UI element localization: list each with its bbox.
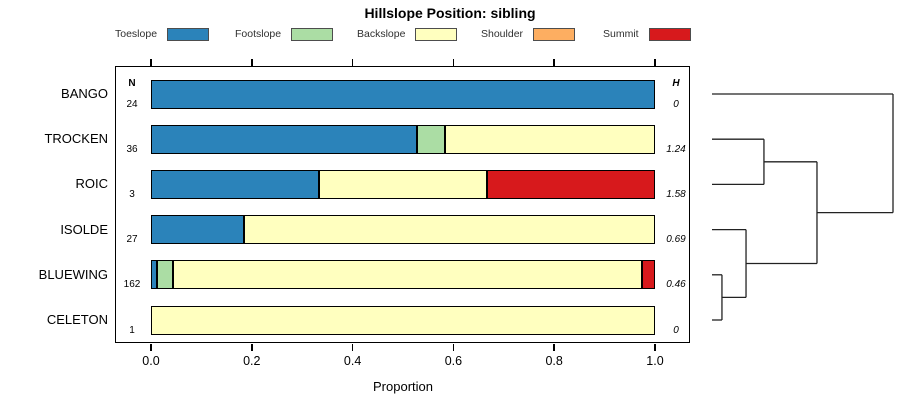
legend-swatch-toeslope-icon	[167, 27, 210, 41]
axis-tick-top	[654, 59, 656, 66]
axis-tick-label: 0.0	[142, 354, 160, 368]
h-value: 0	[673, 324, 679, 336]
h-value: 1.58	[666, 188, 686, 200]
legend-swatch-backslope-icon	[415, 27, 458, 41]
h-value: 0	[673, 98, 679, 110]
bar-segment-backslope	[244, 215, 655, 245]
x-axis-title: Proportion	[373, 379, 433, 394]
bar-segment-toeslope	[151, 124, 417, 154]
bar-segment-backslope	[151, 305, 655, 335]
axis-tick-label: 1.0	[646, 354, 664, 368]
bar	[151, 124, 655, 154]
legend-label: Footslope	[235, 28, 282, 40]
n-value: 24	[126, 98, 138, 110]
row-label: ROIC	[75, 176, 109, 192]
axis-tick-top	[251, 59, 253, 66]
legend-label: Toeslope	[115, 28, 158, 40]
h-value: 0.46	[666, 279, 686, 291]
axis-tick-top	[351, 59, 354, 66]
bar-segment-summit	[486, 169, 655, 199]
axis-tick-bottom	[452, 344, 455, 351]
row-label: CELETON	[46, 312, 108, 327]
legend-item: Shoulder	[481, 25, 576, 43]
bar-segment-toeslope	[151, 169, 319, 199]
h-value: 0.69	[666, 234, 686, 246]
bar-segment-footslope	[416, 124, 446, 154]
axis-tick-top	[150, 59, 152, 66]
bar	[151, 260, 655, 290]
legend-label: Backslope	[357, 28, 406, 40]
h-column-header: H	[672, 78, 680, 89]
plot-area	[115, 66, 690, 343]
axis-tick-label: 0.4	[343, 354, 362, 368]
n-value: 3	[129, 188, 135, 200]
legend-label: Shoulder	[481, 28, 524, 40]
legend-item: Backslope	[357, 25, 458, 43]
axis-tick-bottom	[654, 344, 656, 351]
row-label: BANGO	[61, 86, 108, 101]
axis-tick-label: 0.8	[545, 354, 563, 368]
axis-tick-bottom	[553, 344, 555, 351]
axis-tick-label: 0.6	[444, 354, 463, 368]
row-label: ISOLDE	[60, 221, 108, 237]
bar	[151, 79, 655, 109]
n-value: 1	[129, 324, 135, 336]
legend-swatch-summit-icon	[648, 27, 691, 41]
legend-item: Summit	[603, 25, 691, 43]
bar	[151, 169, 655, 199]
legend-swatch-footslope-icon	[291, 27, 334, 41]
bar-segment-backslope	[445, 124, 655, 154]
bar-segment-backslope	[172, 260, 643, 290]
axis-tick-bottom	[251, 344, 253, 351]
legend-item: Toeslope	[115, 25, 210, 43]
n-value: 27	[126, 234, 138, 246]
axis-tick-top	[452, 59, 455, 66]
row-label: TROCKEN	[44, 131, 108, 147]
bar-segment-summit	[642, 260, 655, 290]
n-value: 36	[126, 143, 138, 155]
bar-segment-toeslope	[151, 215, 245, 245]
bar-segment-toeslope	[151, 79, 655, 109]
bar-segment-toeslope	[151, 260, 158, 290]
axis-tick-bottom	[150, 344, 152, 351]
axis-tick-label: 0.2	[243, 354, 261, 368]
legend-swatch-shoulder-icon	[533, 27, 576, 41]
n-column-header: N	[128, 78, 136, 89]
n-value: 162	[123, 279, 141, 291]
axis-tick-top	[553, 59, 555, 66]
chart-title: Hillslope Position: sibling	[364, 5, 536, 21]
h-value: 1.24	[666, 143, 686, 155]
axis-tick-bottom	[351, 344, 354, 351]
bar	[151, 215, 655, 245]
bar	[151, 305, 655, 335]
legend-item: Footslope	[235, 25, 334, 43]
legend-label: Summit	[603, 28, 639, 40]
bar-segment-footslope	[157, 260, 173, 290]
row-label: BLUEWING	[38, 266, 108, 282]
bar-segment-backslope	[318, 169, 487, 199]
